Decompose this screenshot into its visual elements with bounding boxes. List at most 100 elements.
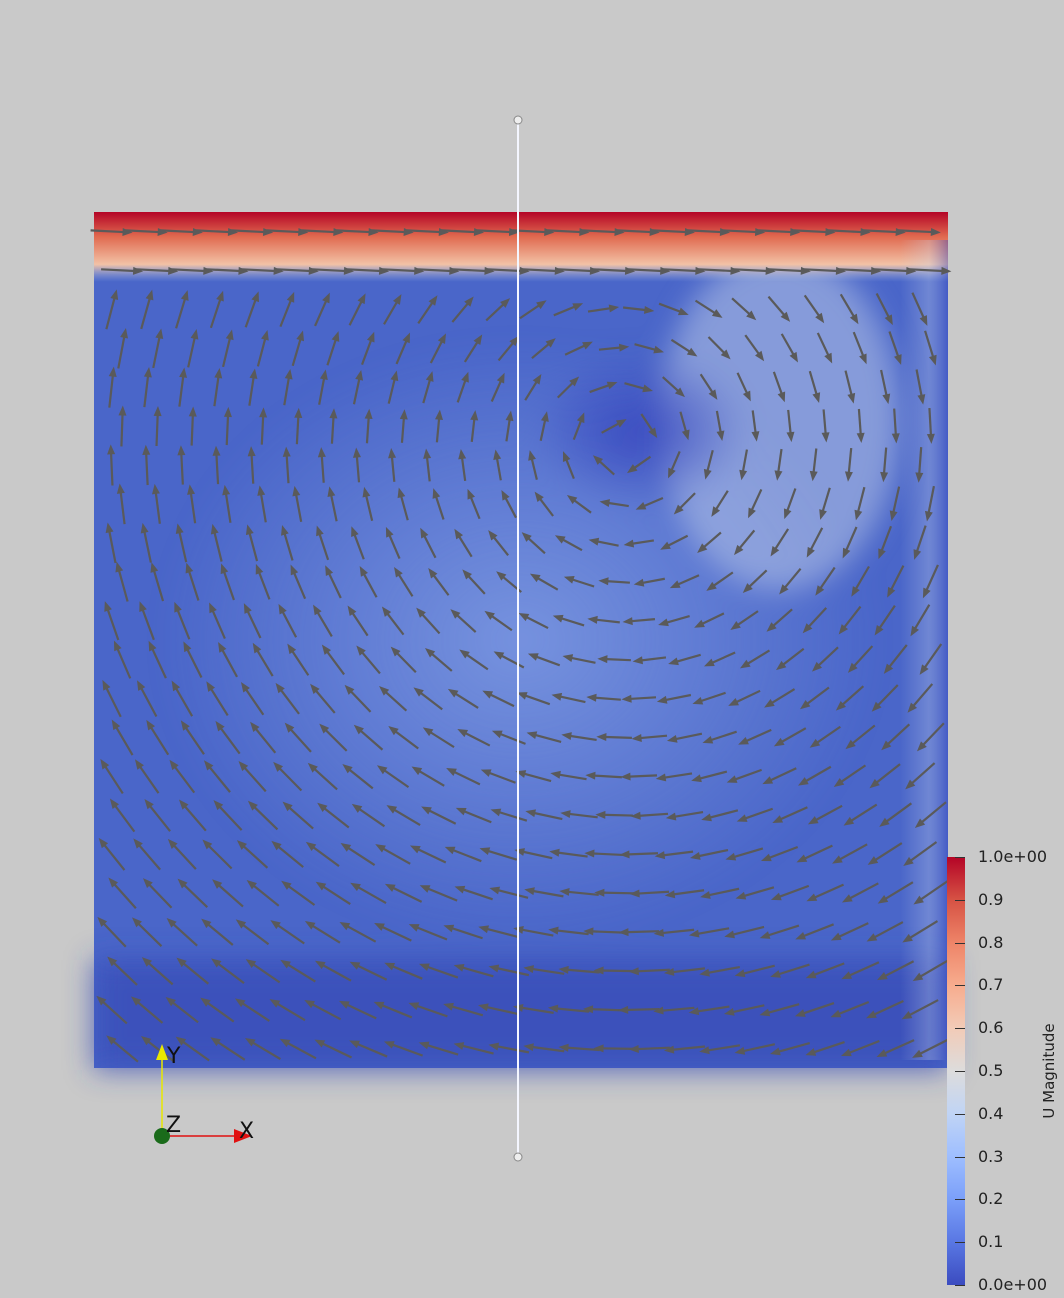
velocity-glyph-shaft <box>875 292 892 321</box>
velocity-glyph-shaft <box>639 577 666 585</box>
velocity-glyph-head <box>521 532 532 542</box>
velocity-glyph-shaft <box>787 409 792 437</box>
velocity-glyph-head <box>247 800 258 811</box>
velocity-glyph-shaft <box>590 852 623 857</box>
scalar-bar-tick-label: 0.7 <box>978 975 1004 995</box>
velocity-glyph-head <box>292 485 301 497</box>
velocity-glyph-head <box>106 1035 117 1045</box>
velocity-glyph-shaft <box>175 607 191 640</box>
velocity-glyph-shaft <box>465 573 486 595</box>
velocity-glyph-head <box>881 740 892 751</box>
velocity-glyph-head <box>701 813 712 822</box>
velocity-glyph-shaft <box>347 688 372 713</box>
velocity-glyph-head <box>903 856 914 867</box>
velocity-glyph-head <box>859 353 867 365</box>
velocity-glyph-shaft <box>634 343 659 352</box>
velocity-glyph-head <box>554 266 565 275</box>
velocity-glyph-head <box>384 883 396 892</box>
velocity-glyph-shaft <box>354 1041 388 1058</box>
velocity-glyph-head <box>107 956 118 967</box>
velocity-glyph-head <box>493 651 505 660</box>
velocity-glyph-shaft <box>460 809 492 824</box>
velocity-glyph-head <box>882 393 891 405</box>
velocity-glyph-shaft <box>920 722 945 748</box>
velocity-glyph-shaft <box>533 654 561 667</box>
probe-handle-top[interactable] <box>513 115 523 125</box>
velocity-glyph-head <box>526 731 538 740</box>
velocity-glyph-shaft <box>413 925 448 941</box>
velocity-glyph-shaft <box>137 763 160 794</box>
velocity-glyph-head <box>484 610 495 620</box>
velocity-glyph-head <box>104 601 112 612</box>
scalar-bar-tick <box>955 1028 965 1030</box>
velocity-glyph-head <box>595 810 606 819</box>
velocity-glyph-head <box>298 228 309 237</box>
velocity-glyph-shaft <box>276 765 303 792</box>
velocity-glyph-shaft <box>841 605 862 631</box>
velocity-glyph-head <box>559 887 570 896</box>
scalar-bar-tick <box>955 1199 965 1201</box>
velocity-glyph-shaft <box>257 569 271 600</box>
velocity-glyph-shaft <box>778 727 807 745</box>
velocity-glyph-head <box>569 376 580 387</box>
velocity-glyph-head <box>907 702 918 713</box>
velocity-glyph-shaft <box>179 1039 210 1062</box>
velocity-glyph-head <box>545 338 556 348</box>
probe-handle-bottom[interactable] <box>513 1152 523 1162</box>
velocity-glyph-shaft <box>459 1043 494 1055</box>
velocity-glyph-head <box>879 817 890 827</box>
velocity-glyph-shaft <box>906 920 939 941</box>
velocity-glyph-shaft <box>280 608 298 638</box>
scalar-bar[interactable] <box>947 857 965 1286</box>
velocity-glyph-head <box>856 432 865 444</box>
scalar-bar-tick <box>955 1285 965 1286</box>
velocity-glyph-shaft <box>531 341 552 360</box>
velocity-glyph-shaft <box>318 375 326 405</box>
velocity-glyph-shaft <box>144 450 149 486</box>
scalar-bar-tick-label: 0.8 <box>978 932 1004 952</box>
velocity-glyph-shaft <box>379 846 411 865</box>
velocity-glyph-shaft <box>553 1007 590 1013</box>
velocity-glyph-shaft <box>205 921 234 946</box>
velocity-glyph-shaft <box>785 488 797 514</box>
velocity-glyph-shaft <box>249 1040 281 1061</box>
velocity-glyph-head <box>488 1042 500 1051</box>
velocity-glyph-head <box>362 486 371 498</box>
velocity-glyph-head <box>584 849 595 858</box>
velocity-glyph-head <box>284 722 295 733</box>
velocity-glyph-shaft <box>908 762 936 787</box>
velocity-glyph-shaft <box>694 927 730 936</box>
velocity-glyph-shaft <box>274 1001 306 1022</box>
velocity-glyph-shaft <box>254 647 274 677</box>
probe-line-widget[interactable] <box>513 115 523 1162</box>
velocity-glyph-shaft <box>881 960 915 979</box>
velocity-glyph-shaft <box>731 768 762 782</box>
velocity-glyph-head <box>759 931 771 939</box>
velocity-glyph-shaft <box>884 723 911 748</box>
velocity-glyph-head <box>480 769 492 777</box>
velocity-glyph-head <box>342 764 353 774</box>
velocity-glyph-head <box>390 646 401 657</box>
velocity-glyph-head <box>179 367 188 378</box>
velocity-glyph-head <box>317 802 328 813</box>
velocity-glyph-shaft <box>178 373 185 407</box>
velocity-glyph-shaft <box>324 648 345 676</box>
velocity-glyph-shaft <box>399 492 409 521</box>
velocity-glyph-head <box>735 891 747 900</box>
velocity-glyph-head <box>518 613 530 622</box>
velocity-glyph-shaft <box>915 525 927 555</box>
velocity-glyph-head <box>470 410 479 421</box>
velocity-glyph-head <box>108 366 117 377</box>
velocity-glyph-shaft <box>743 728 772 744</box>
velocity-glyph-head <box>926 433 935 444</box>
velocity-glyph-shaft <box>872 842 903 863</box>
velocity-glyph-shaft <box>320 884 351 906</box>
velocity-glyph-shaft <box>697 691 726 704</box>
velocity-glyph-head <box>245 1037 256 1047</box>
velocity-glyph-head <box>212 879 223 889</box>
velocity-glyph-head <box>660 541 671 550</box>
velocity-glyph-shaft <box>371 229 408 234</box>
velocity-glyph-shaft <box>816 332 831 359</box>
velocity-glyph-head <box>851 586 860 597</box>
